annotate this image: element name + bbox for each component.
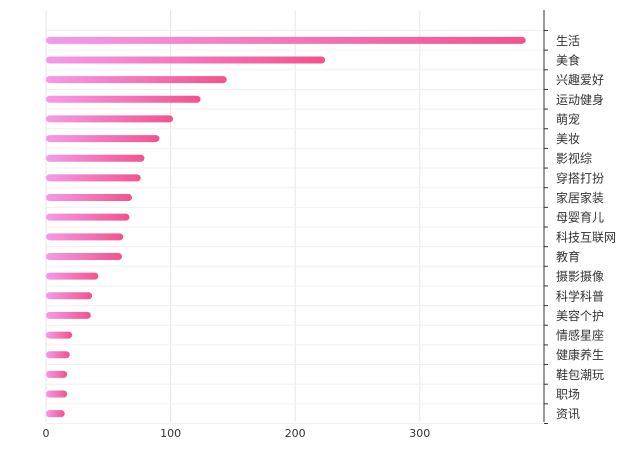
bar-鞋包潮玩 xyxy=(46,370,68,378)
bar-科学科普 xyxy=(46,292,93,300)
category-label: 美食 xyxy=(556,52,580,67)
category-label: 生活 xyxy=(556,34,580,48)
bar-健康养生 xyxy=(46,351,70,359)
category-label: 科学科普 xyxy=(556,288,604,303)
labels: 生活美食兴趣爱好运动健身萌宠美妆影视综穿搭打扮家居家装母婴育儿科技互联网教育摄影… xyxy=(43,34,617,440)
bar-科技互联网 xyxy=(46,233,124,241)
bar-生活 xyxy=(46,36,526,44)
bar-美容个护 xyxy=(46,311,91,319)
category-label: 影视综 xyxy=(556,151,592,166)
bar-影视综 xyxy=(46,154,145,162)
category-label: 穿搭打扮 xyxy=(556,170,604,185)
x-tick-label: 300 xyxy=(409,427,430,440)
category-label: 萌宠 xyxy=(556,111,580,126)
category-label: 资讯 xyxy=(556,407,580,421)
category-label: 兴趣爱好 xyxy=(556,72,604,87)
bar-穿搭打扮 xyxy=(46,174,141,182)
category-label: 美容个护 xyxy=(556,308,604,323)
category-label: 母婴育儿 xyxy=(556,210,604,225)
bar-资讯 xyxy=(46,410,65,418)
category-label: 健康养生 xyxy=(556,347,604,362)
category-label: 家居家装 xyxy=(556,190,604,205)
category-label: 运动健身 xyxy=(556,92,604,107)
category-label: 教育 xyxy=(556,249,580,264)
x-tick-label: 0 xyxy=(43,427,50,440)
bar-职场 xyxy=(46,390,68,398)
bar-美食 xyxy=(46,56,326,64)
category-label: 情感星座 xyxy=(556,328,604,343)
bar-兴趣爱好 xyxy=(46,76,227,84)
bar-摄影摄像 xyxy=(46,272,99,280)
bar-萌宠 xyxy=(46,115,174,123)
category-label: 职场 xyxy=(556,388,580,402)
axes xyxy=(543,10,548,424)
bar-情感星座 xyxy=(46,331,73,339)
bar-美妆 xyxy=(46,135,160,143)
bar-运动健身 xyxy=(46,95,201,103)
category-label: 美妆 xyxy=(556,132,580,146)
grid-lines xyxy=(45,10,544,424)
bar-家居家装 xyxy=(46,194,132,202)
category-label: 摄影摄像 xyxy=(556,269,604,284)
x-tick-label: 100 xyxy=(160,427,181,440)
bar-教育 xyxy=(46,252,123,260)
category-label: 鞋包潮玩 xyxy=(556,367,604,382)
x-tick-label: 200 xyxy=(285,427,306,440)
bars xyxy=(46,36,526,418)
bar-母婴育儿 xyxy=(46,213,130,221)
category-label: 科技互联网 xyxy=(556,230,616,244)
